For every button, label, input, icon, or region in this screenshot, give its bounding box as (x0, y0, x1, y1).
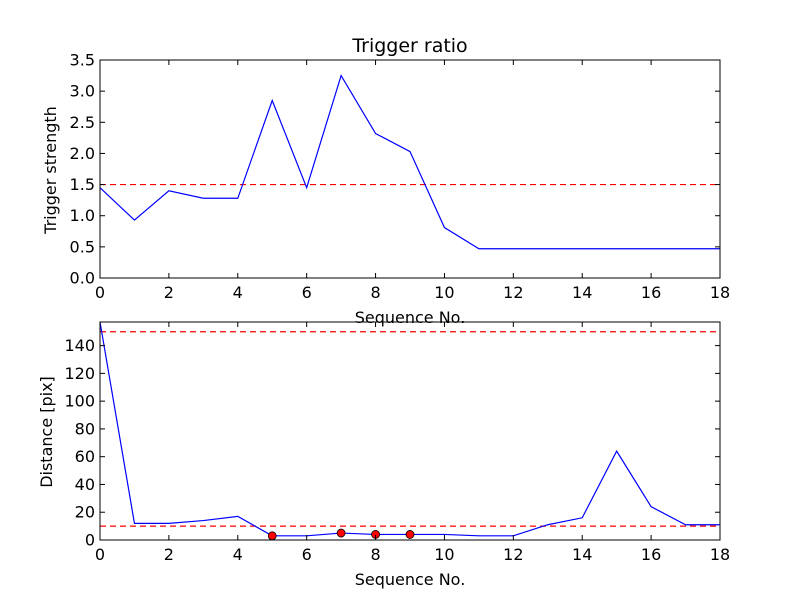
y-tick-label: 3.5 (70, 51, 95, 70)
x-tick-label: 16 (641, 283, 661, 302)
x-tick-label: 6 (302, 545, 312, 564)
data-marker (267, 531, 277, 540)
y-tick-label: 20 (75, 503, 95, 522)
y-axis-label: Trigger strength (41, 106, 60, 235)
y-tick-label: 0.0 (70, 269, 95, 288)
y-tick-label: 2.0 (70, 144, 95, 163)
x-tick-label: 0 (95, 545, 105, 564)
trigger-ratio-chart: Trigger ratio 0 2 4 6 8 10 12 14 16 18 0.0 0.5 1.0 1.… (41, 35, 730, 327)
ticks: 0 2 4 6 8 10 12 14 16 18 0 20 40 60 80 100 120 140 (64, 322, 730, 564)
x-tick-label: 2 (164, 545, 174, 564)
y-tick-label: 1.5 (70, 175, 95, 194)
y-tick-label: 140 (64, 336, 95, 355)
y-tick-label: 1.0 (70, 206, 95, 225)
x-tick-label: 10 (434, 283, 454, 302)
x-tick-label: 14 (572, 545, 592, 564)
y-tick-label: 80 (75, 419, 95, 438)
data-marker (405, 530, 415, 539)
y-tick-label: 3.0 (70, 82, 95, 101)
x-axis-label: Sequence No. (355, 308, 466, 327)
x-tick-label: 18 (710, 545, 730, 564)
x-tick-label: 2 (164, 283, 174, 302)
x-tick-label: 0 (95, 283, 105, 302)
y-tick-label: 40 (75, 475, 95, 494)
plot-content (100, 322, 720, 540)
x-tick-label: 8 (370, 545, 380, 564)
y-tick-label: 0.5 (70, 237, 95, 256)
y-tick-label: 60 (75, 447, 95, 466)
x-tick-label: 16 (641, 545, 661, 564)
x-tick-label: 10 (434, 545, 454, 564)
x-axis-label: Sequence No. (355, 570, 466, 589)
x-tick-label: 14 (572, 283, 592, 302)
x-tick-label: 6 (302, 283, 312, 302)
axes-frame (99, 321, 721, 541)
y-tick-label: 0 (85, 531, 95, 550)
x-tick-label: 4 (233, 283, 243, 302)
series-line (100, 74, 720, 250)
y-tick-label: 120 (64, 364, 95, 383)
x-tick-label: 12 (503, 283, 523, 302)
chart-title: Trigger ratio (351, 35, 467, 57)
distance-chart: 0 2 4 6 8 10 12 14 16 18 0 20 40 60 80 100 120 140 Sequen… (37, 321, 730, 589)
data-marker (336, 528, 346, 538)
y-axis-label: Distance [pix] (37, 376, 56, 488)
axes-frame (99, 59, 721, 279)
x-tick-label: 18 (710, 283, 730, 302)
y-tick-label: 2.5 (70, 113, 95, 132)
x-tick-label: 4 (233, 545, 243, 564)
ticks: 0 2 4 6 8 10 12 14 16 18 0.0 0.5 1.0 1.5 2.0 2.5 3.0 3.5 (70, 51, 731, 303)
x-tick-label: 12 (503, 545, 523, 564)
x-tick-label: 8 (370, 283, 380, 302)
y-tick-label: 100 (64, 392, 95, 411)
plot-content (100, 74, 720, 250)
